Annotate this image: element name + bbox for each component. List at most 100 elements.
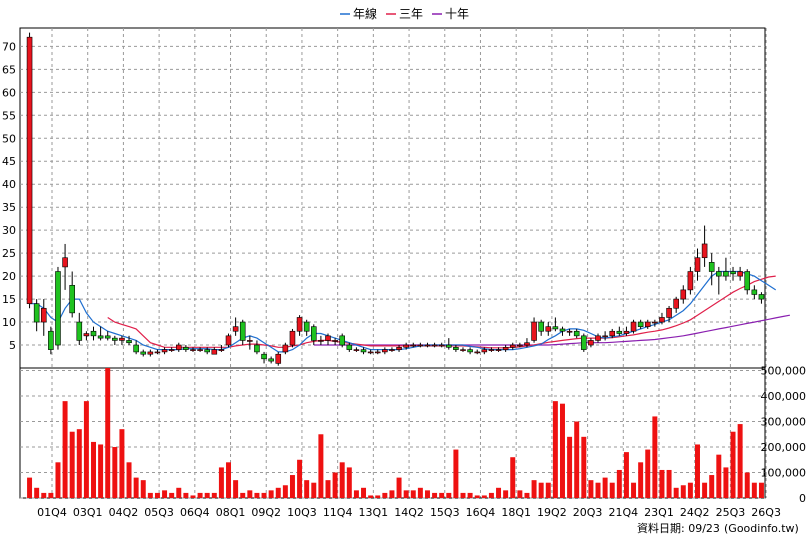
candle-body	[424, 344, 431, 347]
volume-bar	[361, 487, 367, 498]
price-tick-label: 70	[2, 40, 16, 53]
volume-bar	[375, 495, 381, 498]
candle-body	[218, 349, 225, 351]
volume-bar	[709, 475, 715, 498]
volume-bar	[559, 403, 565, 498]
volume-bar	[638, 462, 644, 498]
candle-body	[62, 257, 68, 268]
volume-bar	[289, 475, 295, 498]
candle-body	[211, 349, 218, 355]
x-tick-label: 15Q3	[430, 506, 460, 519]
candle-body	[310, 326, 317, 341]
volume-bar	[389, 490, 395, 498]
volume-bar	[403, 490, 409, 498]
volume-bar	[424, 490, 430, 498]
candle-body	[104, 335, 111, 339]
candle-body	[538, 321, 544, 332]
volume-bar	[588, 480, 594, 498]
volume-bar	[723, 467, 729, 498]
volume-bar	[467, 492, 473, 498]
candle-body	[175, 344, 182, 350]
ma-10y-line	[313, 314, 791, 346]
volume-bar	[162, 490, 168, 498]
volume-tick-label: 400,000	[761, 390, 807, 403]
volume-bar	[247, 490, 253, 498]
x-tick-label: 09Q2	[251, 506, 281, 519]
volume-bar	[758, 482, 764, 498]
candle-body	[673, 298, 679, 309]
candle-body	[396, 347, 402, 350]
price-tick-label: 20	[2, 270, 16, 283]
candle-body	[296, 317, 303, 332]
volume-bar	[268, 490, 274, 498]
volume-bar	[83, 401, 89, 498]
candle-body	[552, 326, 559, 330]
candle-body	[751, 289, 758, 295]
volume-bar	[446, 492, 452, 498]
volume-bar	[133, 477, 139, 498]
candle-body	[659, 317, 665, 323]
volume-bar	[368, 495, 374, 498]
volume-bar	[112, 447, 118, 498]
candle-body	[161, 349, 168, 353]
candle-body	[687, 271, 694, 291]
x-tick-label: 03Q1	[73, 506, 103, 519]
candle-body	[318, 340, 324, 342]
candle-body	[708, 262, 715, 272]
volume-bar	[730, 431, 736, 498]
candle-body	[346, 344, 353, 350]
price-y-axis: 5 10 15 20 25 30 35 40 45 50 55 60 65 70	[2, 40, 16, 352]
candle-body	[119, 337, 125, 341]
candle-body	[40, 307, 47, 323]
candle-body	[48, 330, 54, 350]
volume-bar	[183, 492, 189, 498]
volume-tick-label: 500,000	[761, 365, 807, 378]
x-tick-label: 21Q4	[608, 506, 638, 519]
volume-tick-label: 300,000	[761, 416, 807, 429]
candle-body	[367, 351, 374, 354]
volume-bar	[652, 416, 658, 498]
volume-bar	[346, 467, 352, 498]
volume-bar	[623, 452, 629, 498]
x-tick-label: 13Q1	[359, 506, 389, 519]
volume-bar	[34, 487, 40, 498]
volume-bar	[602, 477, 608, 498]
volume-bar	[261, 492, 267, 498]
volume-bar	[595, 482, 601, 498]
price-tick-label: 65	[2, 63, 16, 76]
candle-body	[168, 349, 175, 351]
candle-body	[282, 344, 289, 353]
volume-bar	[147, 492, 153, 498]
volume-bar	[488, 492, 494, 498]
volume-bar	[41, 492, 47, 498]
volume-bar	[240, 492, 246, 498]
candle-body	[730, 271, 736, 275]
volume-bar	[616, 469, 622, 498]
candle-body	[446, 344, 452, 348]
chart-legend: 年線 三年 十年	[340, 6, 469, 21]
volume-bar	[439, 492, 445, 498]
candle-body	[588, 340, 594, 346]
volume-bar	[417, 487, 423, 498]
volume-bar	[218, 467, 224, 498]
candle-body	[502, 347, 509, 350]
candle-body	[438, 344, 445, 347]
candle-body	[531, 321, 537, 341]
candle-body	[701, 243, 708, 259]
candle-body	[573, 330, 580, 337]
volume-bar	[538, 482, 544, 498]
price-tick-label: 55	[2, 109, 16, 122]
candle-body	[694, 257, 701, 272]
candle-body	[154, 351, 161, 354]
price-tick-label: 10	[2, 316, 16, 329]
candles	[26, 32, 765, 366]
candle-body	[744, 271, 751, 291]
candle-body	[339, 335, 345, 346]
volume-bar	[304, 480, 310, 498]
candle-body	[90, 330, 97, 337]
volume-bar	[574, 421, 580, 498]
candle-body	[232, 326, 239, 332]
volume-bar	[169, 492, 175, 498]
volume-bar	[659, 469, 665, 498]
